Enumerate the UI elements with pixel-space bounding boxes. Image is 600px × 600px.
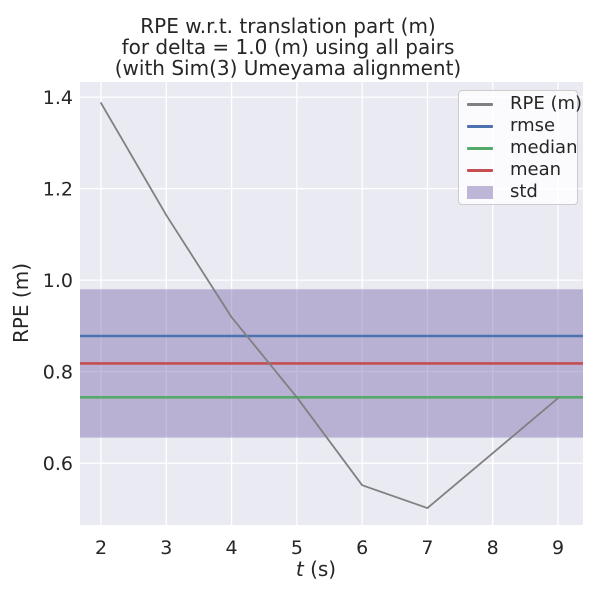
y-tick-label: 1.4 <box>43 87 73 109</box>
y-tick-label: 1.0 <box>43 270 73 292</box>
legend-item-rmse: rmse <box>467 115 577 137</box>
y-tick-label: 1.2 <box>43 179 73 201</box>
x-axis-label-unit: (s) <box>303 557 337 581</box>
x-tick-label: 7 <box>421 537 433 559</box>
x-axis-label-variable: t <box>295 557 304 581</box>
y-axis-label: RPE (m) <box>9 262 33 344</box>
legend-swatch-patch <box>467 185 493 199</box>
x-tick-label: 3 <box>160 537 172 559</box>
y-tick-label: 0.6 <box>43 453 73 475</box>
legend: RPE (m) rmse median mean std <box>458 90 582 205</box>
legend-item-std: std <box>467 181 577 203</box>
legend-swatch-line <box>467 102 493 106</box>
legend-label: median <box>510 137 578 158</box>
legend-swatch-line <box>467 168 493 172</box>
x-tick-label: 9 <box>552 537 564 559</box>
legend-swatch-line <box>467 146 493 150</box>
chart-title-line-3: (with Sim(3) Umeyama alignment) <box>114 56 462 80</box>
chart-title-line-2: for delta = 1.0 (m) using all pairs <box>121 35 455 59</box>
rpe-data-line <box>100 102 559 509</box>
legend-label: mean <box>510 159 562 180</box>
x-tick-label: 8 <box>487 537 499 559</box>
legend-swatch-line <box>467 124 493 128</box>
legend-label: rmse <box>510 115 556 136</box>
x-tick-label: 6 <box>356 537 368 559</box>
x-axis-label: t (s) <box>296 557 336 581</box>
x-tick-label: 5 <box>291 537 303 559</box>
x-tick-label: 4 <box>226 537 238 559</box>
legend-item-mean: mean <box>467 159 577 181</box>
y-tick-label: 0.8 <box>43 362 73 384</box>
legend-item-median: median <box>467 137 577 159</box>
legend-label: std <box>510 181 538 202</box>
x-tick-label: 2 <box>95 537 107 559</box>
chart-title: RPE w.r.t. translation part (m) for delt… <box>38 16 538 79</box>
legend-label: RPE (m) <box>510 93 583 114</box>
chart-title-line-1: RPE w.r.t. translation part (m) <box>140 14 436 38</box>
legend-item-rpe-m-: RPE (m) <box>467 93 582 115</box>
